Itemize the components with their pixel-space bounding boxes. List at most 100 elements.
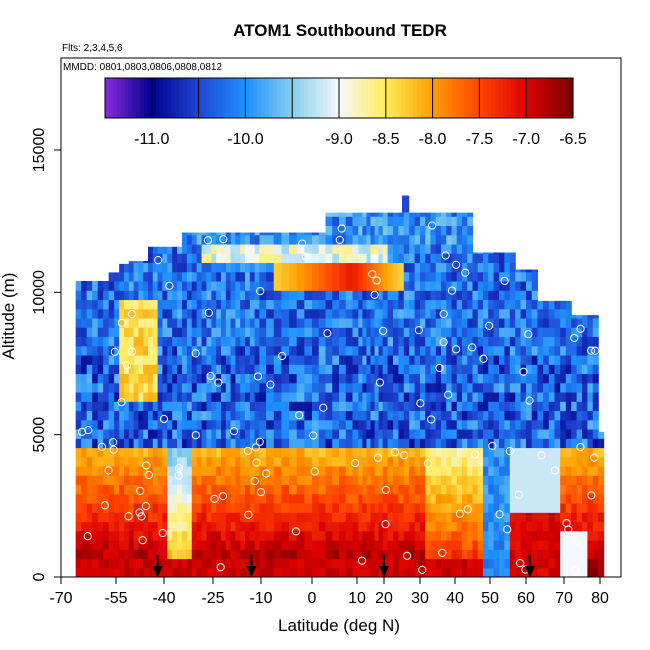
heatmap-cell	[420, 225, 426, 236]
heatmap-cell	[358, 234, 363, 245]
heatmap-cell	[75, 345, 82, 356]
heatmap-cell	[548, 493, 556, 504]
heatmap-cell	[108, 549, 115, 560]
heatmap-cell	[560, 382, 567, 393]
heatmap-cell	[435, 262, 442, 273]
heatmap-cell	[493, 290, 500, 301]
heatmap-cell	[430, 234, 437, 245]
heatmap-cell	[296, 549, 305, 560]
heatmap-cell	[97, 345, 104, 356]
heatmap-cell	[483, 262, 489, 273]
heatmap-cell	[526, 271, 533, 282]
heatmap-cell	[186, 373, 193, 384]
heatmap-cell	[504, 391, 511, 402]
heatmap-cell	[515, 327, 522, 338]
heatmap-cell	[138, 354, 144, 365]
heatmap-cell	[157, 410, 163, 421]
heatmap-cell	[196, 243, 203, 254]
heatmap-cell	[554, 447, 561, 458]
heatmap-cell	[560, 373, 567, 384]
heatmap-cell	[587, 419, 594, 430]
heatmap-cell	[289, 271, 298, 282]
heatmap-cell	[289, 336, 298, 347]
heatmap-cell	[81, 345, 88, 356]
heatmap-cell	[325, 271, 333, 282]
heatmap-cell	[403, 475, 410, 486]
heatmap-cell	[565, 308, 572, 319]
heatmap-cell	[332, 317, 340, 328]
heatmap-cell	[230, 354, 236, 365]
heatmap-cell	[393, 475, 399, 486]
heatmap-cell	[75, 410, 82, 421]
colorbar-segment	[557, 78, 562, 118]
observation-point	[135, 508, 144, 517]
heatmap-cell	[81, 308, 88, 319]
heatmap-cell	[138, 280, 144, 291]
heatmap-cell	[177, 456, 183, 467]
heatmap-cell	[225, 253, 232, 264]
heatmap-cell	[312, 299, 320, 310]
heatmap-cell	[108, 280, 115, 291]
heatmap-cell	[499, 493, 505, 504]
heatmap-cell	[571, 502, 578, 513]
heatmap-cell	[467, 521, 474, 532]
heatmap-cell	[196, 530, 203, 541]
heatmap-cell	[289, 345, 298, 356]
heatmap-cell	[425, 484, 432, 495]
heatmap-cell	[167, 512, 173, 523]
heatmap-cell	[240, 493, 246, 504]
heatmap-cell	[138, 549, 144, 560]
heatmap-cell	[430, 447, 437, 458]
heatmap-cell	[493, 567, 500, 577]
heatmap-cell	[451, 438, 458, 449]
heatmap-cell	[266, 456, 275, 467]
heatmap-cell	[245, 484, 251, 495]
heatmap-cell	[201, 484, 208, 495]
heatmap-cell	[378, 539, 384, 550]
heatmap-cell	[398, 391, 405, 402]
heatmap-cell	[339, 308, 347, 319]
heatmap-cell	[128, 373, 135, 384]
colorbar-segment	[498, 78, 504, 118]
heatmap-cell	[441, 502, 447, 513]
heatmap-cell	[430, 212, 437, 217]
heatmap-cell	[325, 345, 333, 356]
heatmap-cell	[565, 336, 572, 347]
heatmap-cell	[339, 438, 347, 449]
heatmap-cell	[504, 456, 511, 467]
heatmap-cell	[430, 336, 437, 347]
heatmap-cell	[358, 336, 363, 347]
heatmap-cell	[462, 216, 468, 227]
heatmap-cell	[504, 465, 511, 476]
heatmap-cell	[235, 290, 241, 301]
heatmap-cell	[387, 456, 394, 467]
heatmap-cell	[374, 512, 380, 523]
heatmap-cell	[339, 373, 347, 384]
heatmap-cell	[565, 354, 572, 365]
heatmap-cell	[548, 484, 556, 495]
heatmap-cell	[382, 512, 389, 523]
heatmap-cell	[332, 373, 340, 384]
observation-point	[154, 256, 163, 265]
observation-point	[252, 458, 261, 467]
heatmap-cell	[345, 308, 354, 319]
heatmap-cell	[499, 290, 505, 301]
heatmap-cell	[414, 253, 421, 264]
heatmap-cell	[382, 280, 389, 291]
heatmap-cell	[409, 271, 416, 282]
heatmap-cell	[483, 252, 489, 254]
observation-point	[537, 451, 546, 460]
heatmap-cell	[565, 465, 572, 476]
heatmap-cell	[543, 327, 550, 338]
heatmap-cell	[133, 299, 139, 310]
heatmap-cell	[446, 438, 453, 449]
heatmap-cell	[548, 401, 556, 412]
heatmap-cell	[304, 512, 313, 523]
heatmap-cell	[143, 373, 149, 384]
heatmap-cell	[201, 336, 208, 347]
heatmap-cell	[387, 521, 394, 532]
heatmap-cell	[362, 262, 368, 273]
heatmap-cell	[92, 530, 99, 541]
heatmap-cell	[483, 539, 489, 550]
heatmap-cell	[181, 567, 188, 577]
